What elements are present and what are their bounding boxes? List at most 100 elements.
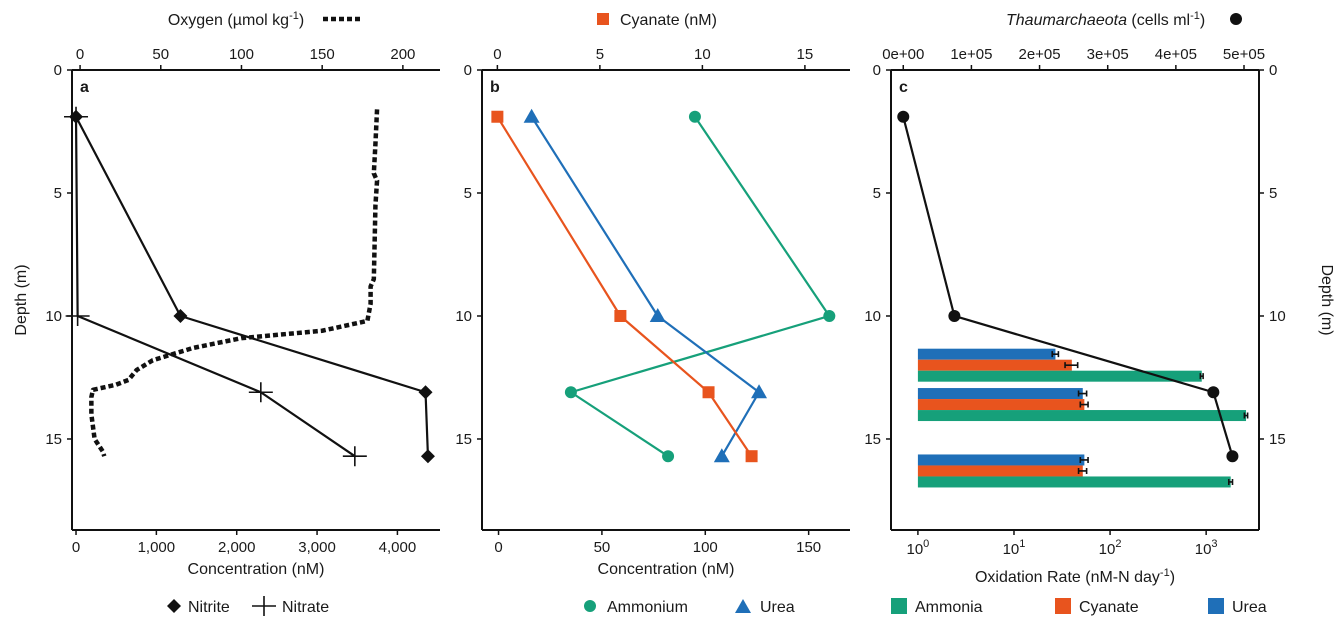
x2-tick-label: 1e+05: [950, 46, 992, 63]
x2-tick-label: 2e+05: [1018, 46, 1060, 63]
bar-ammonia: [917, 410, 1247, 422]
x2-axis-title: Cyanate (nM): [620, 12, 717, 29]
legend-urea: Urea: [760, 599, 795, 616]
x2-axis-title: Thaumarchaeota (cells ml-1): [1006, 10, 1205, 29]
thaumarchaeota-point: [1207, 386, 1220, 399]
y-tick-label: 10: [864, 308, 881, 325]
x-title-sup: -1: [1160, 567, 1170, 579]
y-tick-label: 10: [455, 308, 472, 325]
ammonium-point: [688, 110, 701, 123]
y-tick-label: 10: [45, 308, 62, 325]
legend-urea-key: [1208, 598, 1224, 614]
thaumarchaeota-point: [897, 110, 910, 123]
y-tick-label: 5: [54, 185, 62, 202]
legend-cyanate: Cyanate: [1079, 599, 1139, 616]
x2-tick-label: 50: [152, 46, 169, 63]
x-tick-base: 10: [1099, 541, 1116, 558]
oxygen-line: [89, 109, 380, 457]
x-title-end: ): [1170, 569, 1175, 586]
bar-urea: [917, 388, 1083, 400]
x2-tick-label: 200: [390, 46, 415, 63]
error-bar: [1079, 456, 1089, 463]
error-bar: [1077, 390, 1088, 397]
nitrite-point: [418, 385, 433, 400]
x-tick-exp: 0: [923, 538, 929, 550]
x-tick-base: 10: [1195, 541, 1212, 558]
nitrate-point: [64, 106, 89, 127]
urea-point: [523, 108, 540, 123]
x2-title-end: ): [299, 12, 304, 29]
x-tick-label: 1,000: [138, 539, 176, 556]
x-tick-exp: 1: [1019, 538, 1025, 550]
x2-tick-label: 0e+00: [882, 46, 924, 63]
x2-title-end: ): [1200, 12, 1205, 29]
x2-title-text: Oxygen (µmol kg: [168, 12, 289, 29]
y-tick-label: 0: [54, 62, 62, 79]
legend-ammonium-key: [584, 600, 596, 612]
x-tick-exp: 3: [1211, 538, 1217, 550]
x-tick-label: 50: [594, 539, 611, 556]
cyanate-point: [702, 386, 715, 399]
y-axis-title-right: Depth (m): [1318, 264, 1335, 335]
x-tick-label: 0: [494, 539, 502, 556]
legend-ammonia-key: [891, 598, 907, 614]
urea-line: [530, 116, 761, 457]
thaumarchaeota-point: [948, 309, 961, 322]
panel-b: 0 5 10 15 b 0 50 100 150 0 5 10 15 Concentration (nM)…: [455, 12, 850, 616]
error-bar: [1077, 467, 1088, 474]
y-tick-label: 15: [864, 431, 881, 448]
legend-ammonium: Ammonium: [607, 599, 688, 616]
nitrate-point: [342, 446, 367, 467]
x2-tick-label: 4e+05: [1155, 46, 1197, 63]
legend-nitrite: Nitrite: [188, 599, 230, 616]
x-tick-label: 2,000: [218, 539, 256, 556]
error-bar: [1064, 362, 1079, 369]
x2-tick-label: 5e+05: [1223, 46, 1265, 63]
error-bar: [1243, 412, 1249, 419]
nitrite-line: [75, 116, 430, 457]
panel-label: a: [80, 79, 89, 96]
y-tick-label: 15: [45, 431, 62, 448]
error-bar: [1079, 401, 1089, 408]
legend-urea: Urea: [1232, 599, 1267, 616]
urea-point: [649, 307, 666, 322]
ammonium-point: [564, 386, 577, 399]
legend-urea-key: [735, 599, 751, 613]
x-tick-exp: 2: [1115, 538, 1121, 550]
cyanate-point: [745, 450, 758, 463]
error-bar: [1051, 351, 1060, 358]
thaumarchaeota-legend-key: [1230, 13, 1242, 25]
nitrite-point: [420, 449, 435, 464]
error-bar: [1227, 478, 1234, 485]
cyanate-legend-key: [597, 13, 609, 25]
x2-title-sup: -1: [289, 10, 299, 22]
bar-cyanate: [917, 465, 1083, 477]
x-tick-base: 10: [1003, 541, 1020, 558]
x-tick-label: 102: [1099, 538, 1122, 558]
y-tick-label-right: 5: [1269, 185, 1277, 202]
x-axis-title: Oxidation Rate (nM-N day-1): [975, 567, 1175, 586]
x2-tick-label: 0: [493, 46, 501, 63]
y-tick-label-right: 0: [1269, 62, 1277, 79]
x-tick-label: 100: [693, 539, 718, 556]
cyanate-line: [496, 116, 753, 457]
ammonium-point: [823, 309, 836, 322]
thaumarchaeota-line: [902, 116, 1234, 457]
x2-tick-label: 150: [310, 46, 335, 63]
x2-title-sup: -1: [1190, 10, 1200, 22]
y-axis-title: Depth (m): [13, 264, 30, 335]
y-tick-label: 5: [464, 185, 472, 202]
x2-axis-title: Oxygen (µmol kg-1): [168, 10, 304, 29]
y-tick-label-right: 10: [1269, 308, 1286, 325]
y-tick-label: 0: [464, 62, 472, 79]
ammonium-line: [569, 116, 831, 458]
nitrate-point: [248, 382, 273, 403]
x-axis-title: Concentration (nM): [188, 561, 325, 578]
x-tick-label: 101: [1003, 538, 1026, 558]
legend-nitrite-key: [167, 599, 181, 613]
y-tick-label-right: 15: [1269, 431, 1286, 448]
x-tick-label: 150: [796, 539, 821, 556]
panel-label: b: [490, 79, 500, 96]
legend-cyanate-key: [1055, 598, 1071, 614]
